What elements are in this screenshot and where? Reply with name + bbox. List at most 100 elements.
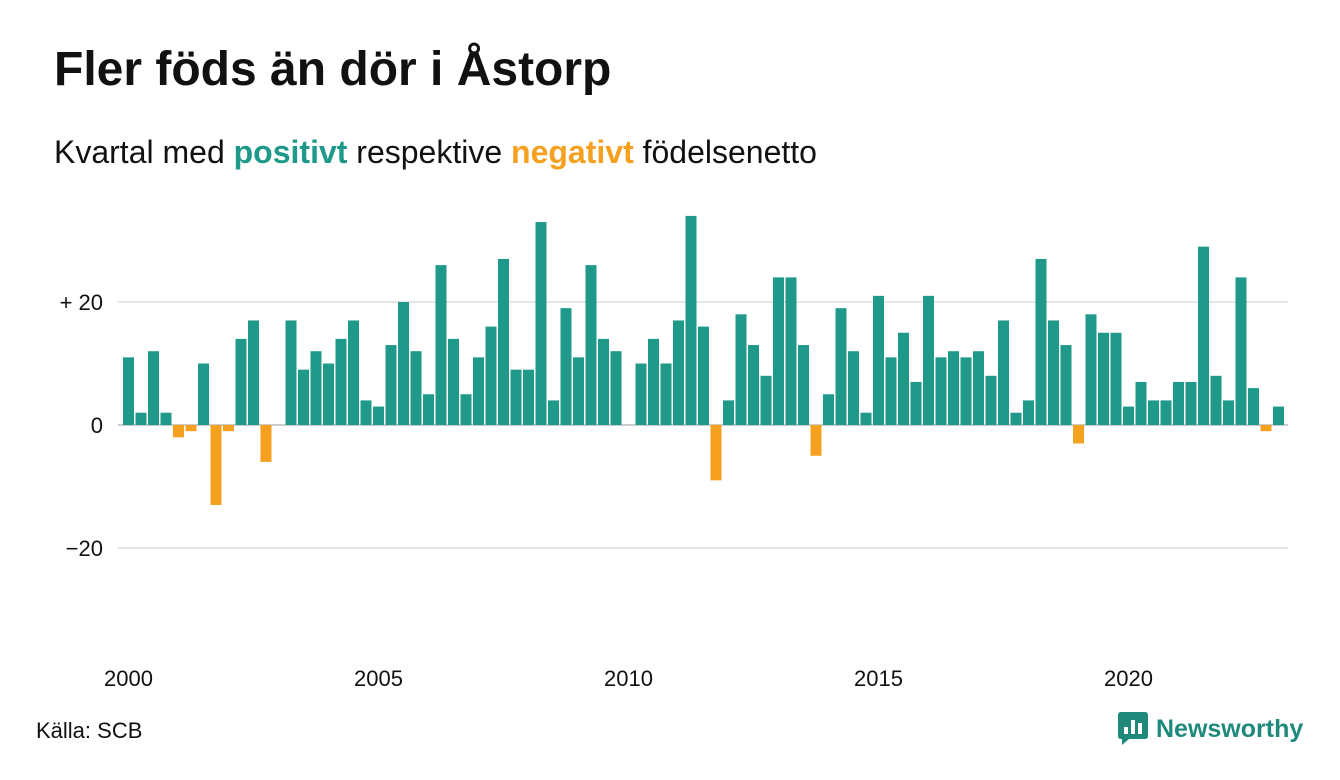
- bar: [1060, 345, 1072, 425]
- subtitle-post: födelsenetto: [642, 134, 817, 170]
- bar: [610, 351, 622, 425]
- bar: [1048, 320, 1059, 425]
- bar: [435, 265, 447, 425]
- bar: [123, 357, 134, 425]
- bar: [960, 357, 972, 425]
- bar: [910, 381, 922, 425]
- bar: [923, 295, 934, 425]
- bar: [1260, 425, 1272, 432]
- bar: [873, 295, 884, 425]
- bar: [785, 277, 797, 425]
- source-note: Källa: SCB: [36, 718, 143, 743]
- bar: [460, 394, 472, 425]
- bar: [1248, 388, 1259, 425]
- bar: [473, 357, 484, 425]
- bar: [573, 357, 584, 425]
- bar: [535, 222, 547, 425]
- bar: [885, 357, 897, 425]
- bar: [710, 425, 722, 481]
- bars: [123, 215, 1284, 505]
- bar: [1085, 314, 1097, 425]
- y-axis: + 20 0 −20: [60, 290, 103, 561]
- bar: [973, 351, 984, 425]
- bar: [373, 406, 384, 425]
- bar: [1198, 246, 1209, 425]
- subtitle-positive: positivt: [233, 134, 348, 170]
- bar: [748, 345, 759, 425]
- bar: [1185, 381, 1197, 425]
- bar: [1210, 375, 1222, 425]
- bar: [148, 351, 159, 425]
- bar: [1110, 332, 1122, 425]
- bar: [848, 351, 859, 425]
- x-tick-label: 2000: [104, 666, 153, 691]
- bar: [798, 345, 809, 425]
- y-tick-label: −20: [66, 536, 103, 561]
- bar: [1073, 425, 1084, 444]
- bar: [1035, 258, 1047, 425]
- bar: [585, 265, 597, 425]
- bar: [423, 394, 434, 425]
- chart-title: Fler föds än dör i Åstorp: [54, 43, 612, 96]
- bar: [223, 425, 234, 432]
- x-tick-label: 2020: [1104, 666, 1153, 691]
- bar: [898, 332, 909, 425]
- chart-subtitle: Kvartal med positivt respektive negativt…: [54, 134, 817, 171]
- bar: [548, 400, 559, 425]
- bar: [260, 425, 272, 462]
- bar: [660, 363, 672, 425]
- bar: [160, 412, 172, 425]
- x-axis: 2000 2005 2010 2015 2020: [104, 666, 1153, 691]
- bar: [1148, 400, 1159, 425]
- bar: [835, 308, 847, 425]
- bar: [298, 369, 309, 425]
- bar: [823, 394, 834, 425]
- bar: [385, 345, 397, 425]
- bar: [648, 338, 659, 425]
- bar: [335, 338, 347, 425]
- bar: [773, 277, 784, 425]
- bar: [1235, 277, 1247, 425]
- bar: [935, 357, 947, 425]
- bar: [1098, 332, 1109, 425]
- bar: [173, 425, 184, 438]
- bar: [560, 308, 572, 425]
- bar: [985, 375, 997, 425]
- bar: [698, 326, 709, 425]
- bar: [285, 320, 297, 425]
- y-tick-label: 0: [91, 413, 103, 438]
- bar: [673, 320, 684, 425]
- bar: [198, 363, 209, 425]
- bar: [1160, 400, 1172, 425]
- bar: [310, 351, 322, 425]
- subtitle-negative: negativt: [511, 134, 634, 170]
- bar: [735, 314, 747, 425]
- x-tick-label: 2005: [354, 666, 403, 691]
- bar: [1223, 400, 1234, 425]
- bar: [323, 363, 334, 425]
- bar: [760, 375, 772, 425]
- bar: [485, 326, 497, 425]
- bar: [1173, 381, 1184, 425]
- bar: [1023, 400, 1034, 425]
- bar: [635, 363, 647, 425]
- x-tick-label: 2015: [854, 666, 903, 691]
- bar: [1135, 381, 1147, 425]
- bar: [235, 338, 247, 425]
- x-tick-label: 2010: [604, 666, 653, 691]
- brand: Newsworthy: [1118, 712, 1303, 746]
- bar: [723, 400, 734, 425]
- bar: [135, 412, 147, 425]
- bar: [1123, 406, 1134, 425]
- bar: [948, 351, 959, 425]
- bar: [185, 425, 197, 432]
- bar: [1273, 406, 1284, 425]
- bar: [360, 400, 372, 425]
- bar: [410, 351, 422, 425]
- bar: [348, 320, 359, 425]
- bar: [810, 425, 822, 456]
- bar: [523, 369, 534, 425]
- bar: [210, 425, 222, 505]
- bar: [860, 412, 872, 425]
